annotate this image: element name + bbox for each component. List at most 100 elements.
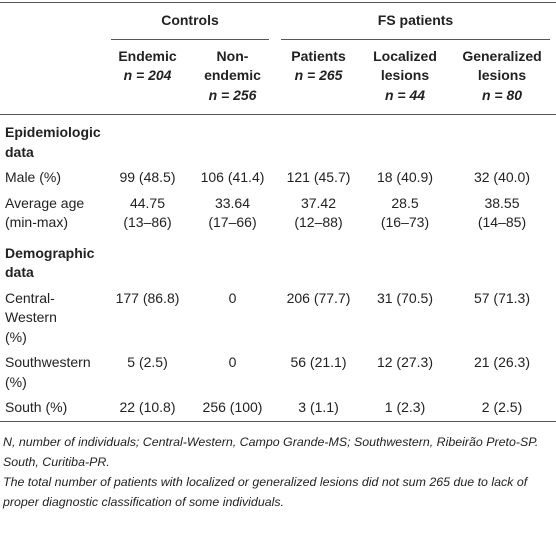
column-n: n = 44: [384, 86, 426, 103]
group-label: FS patients: [281, 11, 550, 40]
cell: 22 (10.8): [105, 395, 190, 421]
column-name: endemic: [204, 67, 261, 83]
column-header: Localized lesions n = 44: [362, 39, 448, 115]
cell: 28.5 (16–73): [362, 191, 448, 236]
group-header: FS patients: [275, 3, 556, 40]
cell: 38.55 (14–85): [448, 191, 556, 236]
data-row: Male (%) 99 (48.5) 106 (41.4) 121 (45.7) 18 …: [0, 165, 556, 191]
row-label-line: Male (%): [5, 169, 62, 185]
cell: 5 (2.5): [105, 350, 190, 395]
column-name: Non-: [216, 47, 249, 64]
cell: 177 (86.8): [105, 286, 190, 351]
cell-line: 206 (77.7): [286, 289, 351, 306]
header-row: Endemic n = 204 Non-endemic n = 256 Patients…: [0, 39, 556, 115]
row-label-line: (%): [5, 328, 27, 345]
column-n: n = 256: [208, 86, 257, 103]
section-title: Demographic data: [0, 236, 556, 286]
column-n: n = 80: [481, 86, 523, 103]
cell: 106 (41.4): [190, 165, 275, 191]
cell: 33.64 (17–66): [190, 191, 275, 236]
cell: 99 (48.5): [105, 165, 190, 191]
row-label-line: Average age: [5, 194, 85, 211]
column-header: Endemic n = 204: [105, 39, 190, 115]
row-label-line: Southwestern: [5, 354, 91, 370]
cell-line: (12–88): [294, 214, 343, 230]
column-n: n = 265: [294, 67, 343, 83]
cell: 2 (2.5): [448, 395, 556, 421]
cell: 0: [190, 350, 275, 395]
column-n: n = 204: [123, 67, 172, 83]
footnote: N, number of individuals; Central-Wester…: [3, 434, 539, 469]
cell: 206 (77.7): [275, 286, 362, 351]
row-label-line: (%): [5, 373, 27, 390]
cell-line: 18 (40.9): [376, 169, 434, 185]
cell-line: 57 (71.3): [473, 289, 531, 306]
row-label-line: Central-: [5, 289, 55, 306]
column-name: lesions: [477, 67, 527, 83]
cell-line: 1 (2.3): [384, 399, 426, 415]
footnote: The total number of patients with locali…: [3, 474, 528, 509]
group-header: Controls: [105, 3, 275, 40]
cell: 21 (26.3): [448, 350, 556, 395]
cell-line: 32 (40.0): [473, 169, 531, 185]
section-title: Epidemiologic data: [0, 115, 556, 166]
data-row: Average age (min-max) 44.75 (13–86) 33.64 (17…: [0, 191, 556, 236]
data-table: Controls FS patients Endemic n = 204 Non-end…: [0, 2, 556, 422]
cell: 56 (21.1): [275, 350, 362, 395]
row-label-line: South (%): [5, 399, 68, 415]
cell-line: 0: [228, 354, 237, 370]
cell: 256 (100): [190, 395, 275, 421]
row-label-line: (min-max): [5, 214, 68, 230]
cell: 121 (45.7): [275, 165, 362, 191]
cell: 0: [190, 286, 275, 351]
row-label: South (%): [0, 395, 105, 421]
section-title-line: Epidemiologic: [5, 124, 101, 140]
column-name: Endemic: [118, 47, 177, 64]
cell-line: 21 (26.3): [473, 354, 531, 370]
cell-line: (17–66): [208, 214, 257, 230]
cell-line: 28.5: [391, 194, 419, 211]
cell-line: 256 (100): [202, 399, 263, 415]
cell-line: 33.64: [214, 194, 251, 211]
cell-line: 99 (48.5): [119, 169, 176, 185]
data-row: South (%) 22 (10.8) 256 (100) 3 (1.1) 1 (2.3…: [0, 395, 556, 421]
cell-line: (13–86): [123, 214, 172, 230]
data-row: Central- Western (%) 177 (86.8) 0 206 (77.7) 3…: [0, 286, 556, 351]
section-row: Demographic data: [0, 236, 556, 286]
table-body: Controls FS patients Endemic n = 204 Non-end…: [0, 3, 556, 422]
column-header: Patients n = 265: [275, 39, 362, 115]
column-header: Non-endemic n = 256: [190, 39, 275, 115]
cell-line: 56 (21.1): [290, 354, 347, 370]
cell: 1 (2.3): [362, 395, 448, 421]
cell-line: 37.42: [300, 194, 337, 211]
data-row: Southwestern (%) 5 (2.5) 0 56 (21.1) 12 (27.3…: [0, 350, 556, 395]
row-label: Southwestern (%): [0, 350, 105, 395]
cell: 37.42 (12–88): [275, 191, 362, 236]
section-title-line: data: [5, 143, 34, 160]
section-title-line: data: [5, 264, 34, 280]
column-name: Patients: [291, 47, 346, 64]
row-label-line: Western: [5, 309, 57, 325]
cell: 31 (70.5): [362, 286, 448, 351]
section-row: Epidemiologic data: [0, 115, 556, 166]
cell-line: 121 (45.7): [286, 169, 351, 185]
cell: 12 (27.3): [362, 350, 448, 395]
footnotes: N, number of individuals; Central-Wester…: [0, 422, 556, 512]
cell-line: 177 (86.8): [115, 289, 180, 306]
column-name: lesions: [380, 67, 430, 83]
cell-line: 0: [228, 289, 237, 306]
group-row: Controls FS patients: [0, 3, 556, 40]
cell-line: 22 (10.8): [119, 399, 176, 415]
cell-line: 106 (41.4): [200, 169, 265, 185]
column-name: Localized: [373, 47, 437, 64]
column-header: Generalized lesions n = 80: [448, 39, 556, 115]
cell-line: 2 (2.5): [481, 399, 523, 415]
cell: 32 (40.0): [448, 165, 556, 191]
empty-cell: [0, 39, 105, 115]
cell-line: 44.75: [129, 194, 166, 211]
cell-line: (14–85): [477, 214, 527, 230]
cell: 57 (71.3): [448, 286, 556, 351]
cell: 18 (40.9): [362, 165, 448, 191]
cell-line: 31 (70.5): [376, 289, 434, 306]
